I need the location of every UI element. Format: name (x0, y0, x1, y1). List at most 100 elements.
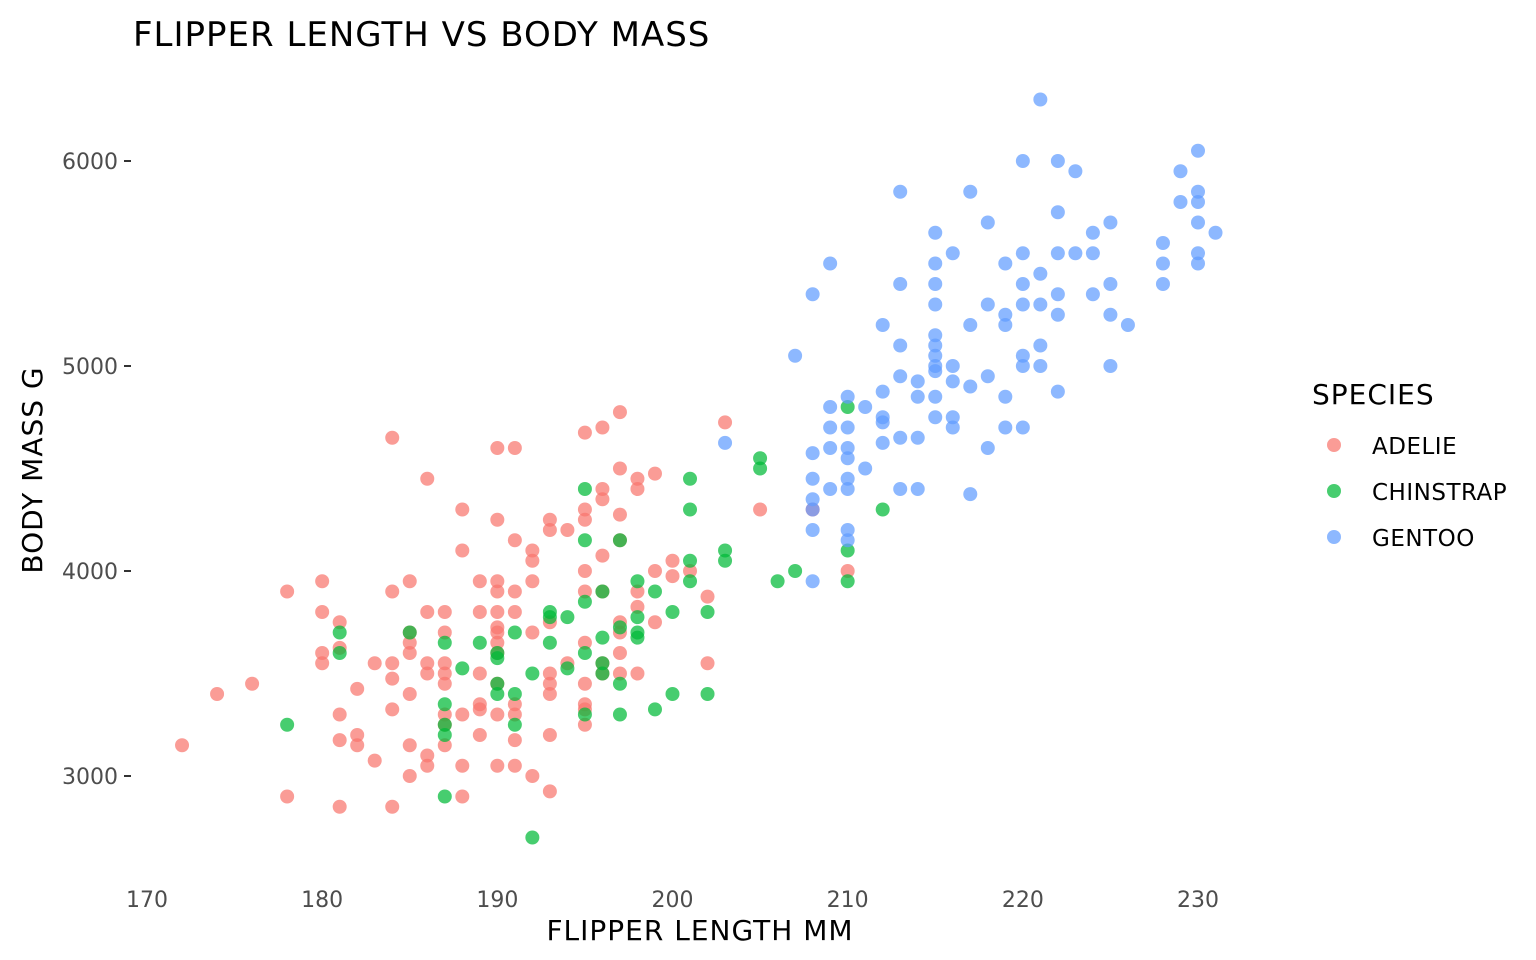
data-point (507, 707, 522, 722)
data-point (963, 184, 978, 199)
data-point (542, 676, 557, 691)
data-point (385, 799, 400, 814)
data-point (455, 543, 470, 558)
data-point (280, 789, 295, 804)
data-point (893, 338, 908, 353)
data-point (928, 359, 943, 373)
data-point (630, 610, 645, 625)
x-axis-title: FLIPPER LENGTH MM (546, 914, 853, 947)
x-tick-label: 220 (1002, 888, 1044, 913)
data-point (507, 758, 522, 773)
data-point (1085, 246, 1100, 261)
data-point (1068, 246, 1083, 261)
legend: SPECIES ADELIE CHINSTRAP GENTOO (1312, 378, 1507, 552)
data-point (385, 702, 400, 717)
data-point (1103, 215, 1118, 230)
data-point (525, 769, 540, 783)
data-point (1050, 246, 1065, 261)
data-point (963, 318, 978, 332)
data-point (437, 656, 452, 671)
data-point (840, 523, 855, 537)
data-point (490, 574, 505, 589)
data-point (718, 543, 733, 558)
data-point (420, 666, 435, 681)
data-point (1191, 195, 1205, 209)
data-point (1015, 348, 1030, 363)
data-point (1015, 359, 1030, 373)
data-point (928, 389, 943, 404)
data-point (998, 307, 1013, 322)
data-point (472, 635, 487, 650)
data-point (1155, 277, 1170, 291)
data-point (1120, 318, 1135, 332)
data-point (805, 502, 820, 517)
data-point (420, 605, 435, 619)
data-point (805, 523, 820, 537)
data-point (595, 420, 610, 435)
data-point (875, 502, 890, 517)
data-point (998, 420, 1013, 435)
data-point (542, 687, 557, 701)
data-point (1015, 277, 1030, 291)
data-point (577, 676, 592, 691)
data-point (840, 389, 855, 404)
data-point (577, 425, 592, 440)
data-point (893, 277, 908, 291)
data-point (945, 410, 960, 425)
data-point (1033, 359, 1048, 373)
x-tick-label: 180 (301, 888, 343, 913)
data-point (840, 400, 855, 414)
data-point (928, 277, 943, 291)
data-point (595, 656, 610, 671)
data-point (577, 594, 592, 609)
data-point (875, 410, 890, 425)
data-point (560, 523, 575, 537)
data-point (805, 471, 820, 486)
data-point (893, 482, 908, 496)
data-point (665, 553, 680, 568)
data-point (630, 574, 645, 589)
data-point (1015, 154, 1030, 168)
data-point (595, 492, 610, 507)
data-point (577, 584, 592, 599)
data-point (1033, 297, 1048, 312)
data-point (840, 471, 855, 486)
data-point (332, 799, 347, 814)
data-point (700, 589, 715, 604)
data-point (507, 687, 522, 701)
data-point (507, 625, 522, 640)
legend-label-chinstrap: CHINSTRAP (1372, 480, 1507, 506)
y-axis-title: BODY MASS G (16, 366, 49, 573)
data-point (945, 420, 960, 435)
data-point (998, 256, 1013, 271)
x-tick-label: 210 (827, 888, 869, 913)
data-point (175, 738, 190, 753)
data-point (507, 733, 522, 748)
data-point (437, 728, 452, 742)
data-point (507, 717, 522, 732)
series-gentoo (718, 92, 1223, 589)
data-point (577, 646, 592, 660)
data-point (945, 246, 960, 261)
data-point (612, 405, 627, 420)
data-point (402, 574, 417, 589)
data-point (455, 502, 470, 517)
data-point (437, 635, 452, 650)
data-point (963, 379, 978, 394)
data-point (753, 502, 768, 517)
data-point (840, 482, 855, 496)
data-point (700, 687, 715, 701)
data-point (490, 707, 505, 722)
data-point (455, 707, 470, 722)
data-point (490, 584, 505, 599)
data-point (612, 666, 627, 681)
data-point (577, 564, 592, 578)
data-point (963, 487, 978, 502)
data-point (840, 543, 855, 558)
data-point (612, 533, 627, 548)
data-point (875, 318, 890, 332)
y-tick-label: 5000 (62, 355, 118, 380)
data-point (805, 287, 820, 302)
data-point (437, 666, 452, 681)
data-point (595, 666, 610, 681)
